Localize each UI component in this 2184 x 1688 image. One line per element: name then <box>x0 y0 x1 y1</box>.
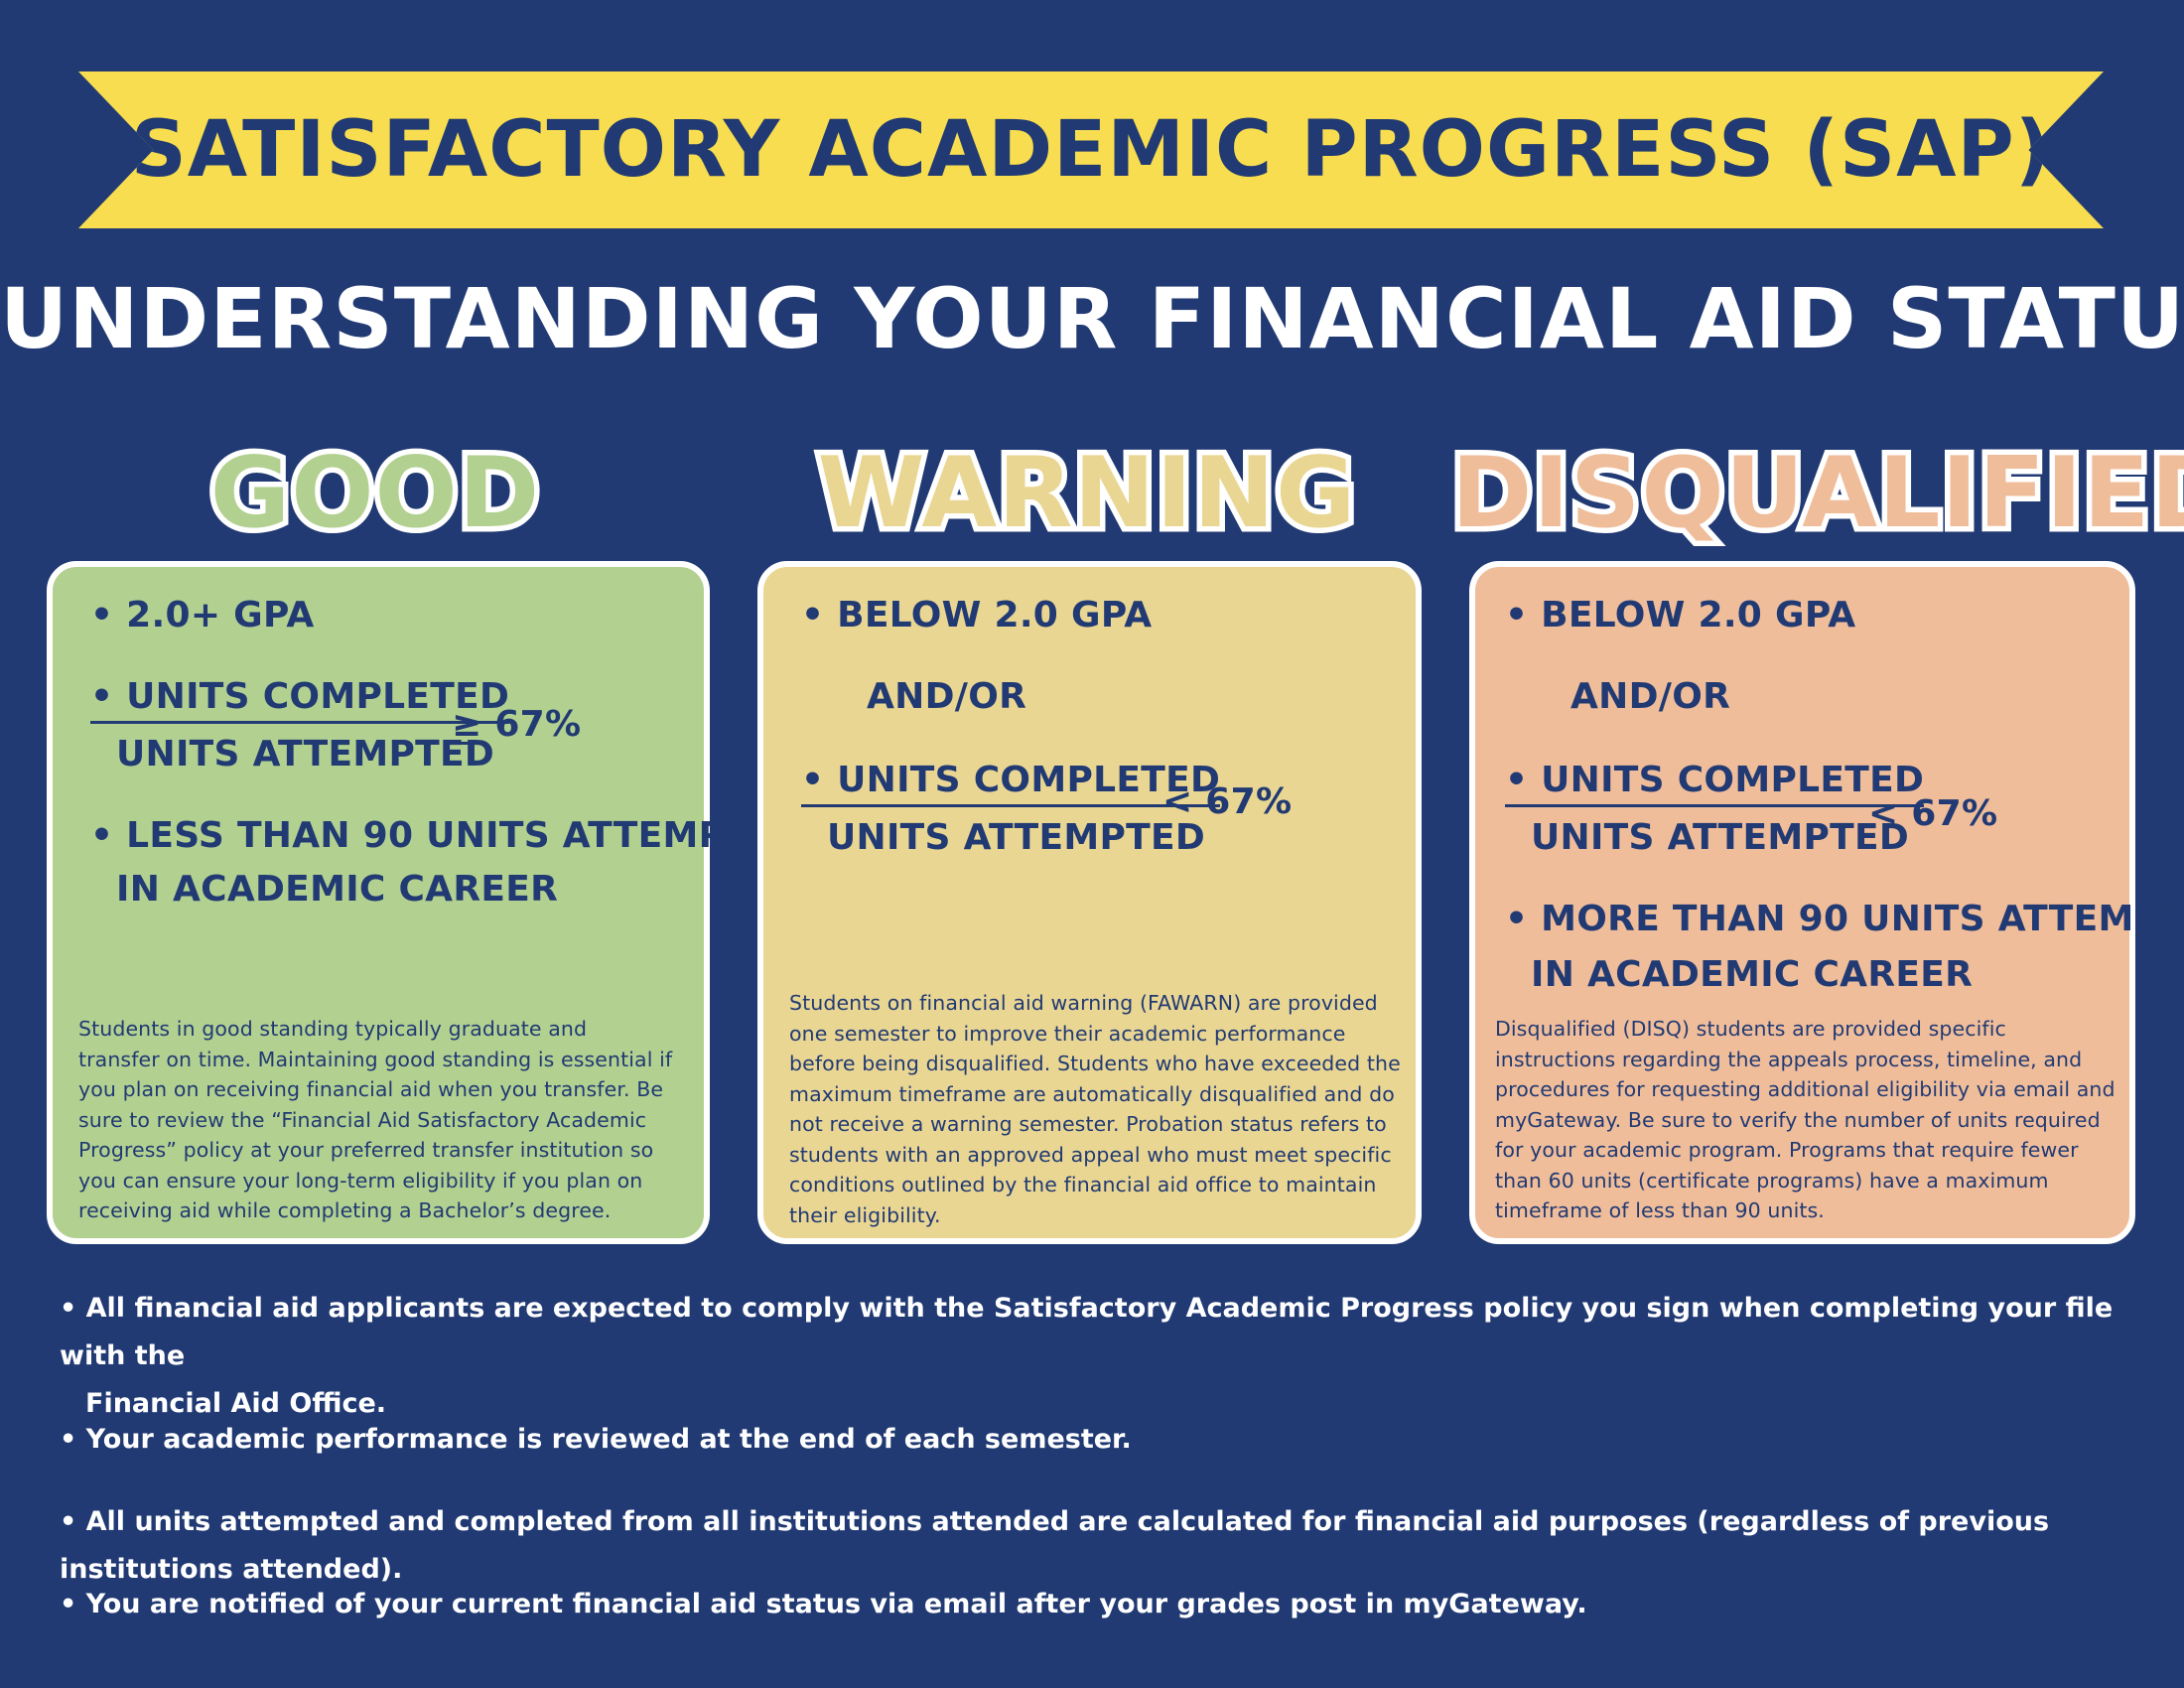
units-attempted-label: UNITS ATTEMPTED <box>1531 817 1910 858</box>
status-heading-disqualified: DISQUALIFIED <box>1446 432 2184 556</box>
status-panel-warning: • BELOW 2.0 GPA AND/OR • UNITS COMPLETED… <box>757 561 1422 1244</box>
completion-ratio: ≥ 67% <box>452 704 582 745</box>
units-attempted-label: UNITS ATTEMPTED <box>116 734 495 774</box>
status-heading-warning: WARNING <box>812 432 1361 556</box>
completion-ratio: < 67% <box>1868 793 1998 834</box>
status-heading-good: GOOD <box>205 432 544 556</box>
policy-note: • All financial aid applicants are expec… <box>60 1285 2144 1428</box>
title-banner: SATISFACTORY ACADEMIC PROGRESS (SAP) <box>78 71 2104 228</box>
comparator-symbol: ≥ <box>452 704 482 745</box>
and-or-label: AND/OR <box>1570 676 1731 717</box>
page-subtitle: UNDERSTANDING YOUR FINANCIAL AID STATUS <box>0 270 2184 367</box>
policy-note: • All units attempted and completed from… <box>60 1506 2050 1585</box>
status-description: Students on financial aid warning (FAWAR… <box>789 991 1401 1227</box>
career-criterion: • LESS THAN 90 UNITS ATTEMPTED <box>90 815 805 856</box>
career-criterion-line2: IN ACADEMIC CAREER <box>116 869 559 910</box>
gpa-criterion: • 2.0+ GPA <box>90 595 315 635</box>
career-criterion: • MORE THAN 90 UNITS ATTEMPTED <box>1505 899 2184 939</box>
units-completed-label: • UNITS COMPLETED <box>90 676 510 724</box>
and-or-label: AND/OR <box>867 676 1027 717</box>
policy-note-line: Financial Aid Office. <box>85 1388 387 1419</box>
policy-note-line: • All financial aid applicants are expec… <box>60 1293 2114 1371</box>
policy-note: • Your academic performance is reviewed … <box>60 1424 1132 1455</box>
status-description: Disqualified (DISQ) students are provide… <box>1495 1017 2116 1222</box>
completion-ratio: < 67% <box>1162 781 1293 822</box>
status-panel-disqualified: • BELOW 2.0 GPA AND/OR • UNITS COMPLETED… <box>1469 561 2184 1244</box>
status-panel-good: • 2.0+ GPA • UNITS COMPLETED UNITS ATTEM… <box>47 561 804 1244</box>
gpa-criterion: • BELOW 2.0 GPA <box>1505 595 1856 635</box>
career-criterion-line2: IN ACADEMIC CAREER <box>1531 954 1974 995</box>
page-title: SATISFACTORY ACADEMIC PROGRESS (SAP) <box>130 105 2052 195</box>
units-completed-label: • UNITS COMPLETED <box>801 760 1221 807</box>
units-attempted-label: UNITS ATTEMPTED <box>827 817 1206 858</box>
gpa-criterion: • BELOW 2.0 GPA <box>801 595 1153 635</box>
policy-note: • You are notified of your current finan… <box>60 1589 1587 1619</box>
units-completed-label: • UNITS COMPLETED <box>1505 760 1925 807</box>
status-description: Students in good standing typically grad… <box>78 1017 673 1222</box>
